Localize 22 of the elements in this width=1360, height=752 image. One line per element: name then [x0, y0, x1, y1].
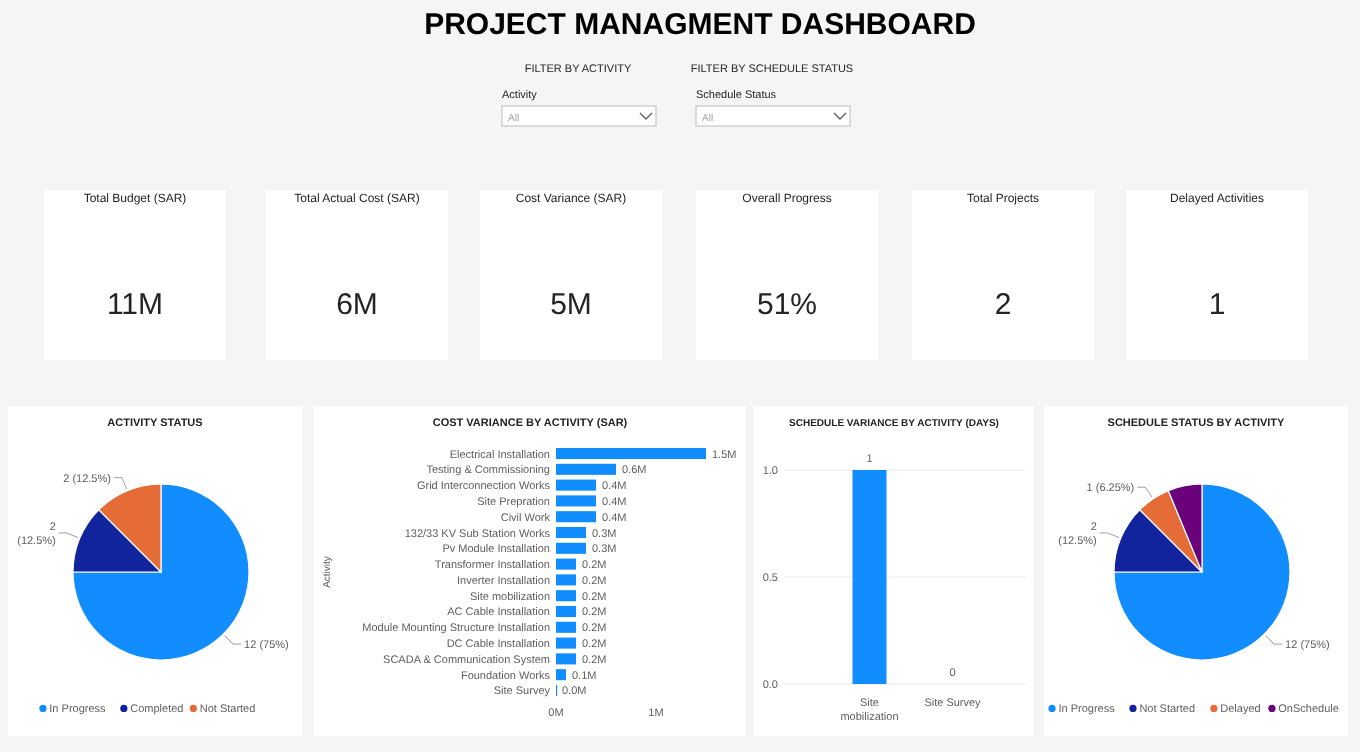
text: 5M — [550, 288, 592, 322]
bar — [556, 590, 576, 602]
text: 51% — [756, 288, 818, 322]
bar — [556, 448, 706, 460]
bar — [556, 463, 616, 475]
text: 6M — [336, 288, 378, 322]
text: PROJECT MANAGMENT DASHBOARD — [424, 8, 977, 42]
bar — [556, 637, 576, 649]
text: 2 — [994, 288, 1012, 322]
text: 11M — [106, 288, 164, 322]
bar — [556, 605, 576, 618]
bar — [556, 511, 596, 523]
bar — [556, 669, 566, 681]
text: 1 — [1208, 288, 1226, 322]
bar — [556, 479, 596, 491]
bar — [556, 653, 576, 665]
bar — [556, 542, 586, 554]
bar — [556, 495, 596, 507]
bar — [556, 574, 576, 586]
bar — [556, 621, 576, 633]
bar — [556, 526, 586, 539]
bar — [556, 558, 576, 570]
